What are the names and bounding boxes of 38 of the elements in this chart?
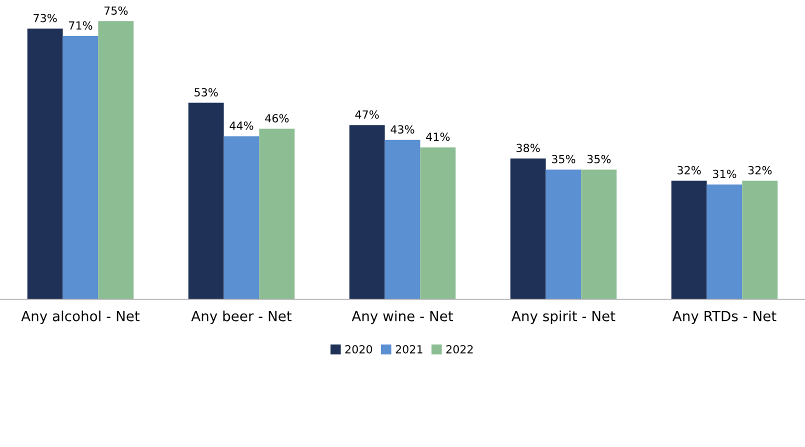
bar <box>510 158 546 300</box>
bar <box>706 184 742 300</box>
bar <box>224 136 260 300</box>
bar <box>349 125 385 300</box>
x-tick-label: Any wine - Net <box>352 310 454 324</box>
data-label: 43% <box>390 125 414 134</box>
bar <box>259 128 295 300</box>
x-tick-label: Any spirit - Net <box>512 310 616 324</box>
bar <box>188 102 224 300</box>
x-tick-label: Any alcohol - Net <box>21 310 140 324</box>
data-label: 32% <box>678 166 701 174</box>
data-label: 31% <box>713 170 736 178</box>
bar <box>62 36 98 300</box>
bar <box>671 180 707 300</box>
bar <box>420 147 456 300</box>
legend-label: 2022 <box>446 345 473 354</box>
data-label: 53% <box>194 88 218 96</box>
x-tick-label: Any beer - Net <box>191 310 292 324</box>
bar <box>384 140 420 300</box>
data-label: 71% <box>69 21 92 30</box>
bar <box>98 21 134 300</box>
data-label: 73% <box>34 14 57 22</box>
data-label: 35% <box>552 154 576 164</box>
bar <box>27 28 63 300</box>
x-tick-label: Any RTDs - Net <box>672 311 776 324</box>
bar <box>581 170 617 300</box>
data-label: 41% <box>426 132 450 142</box>
bar <box>546 170 582 300</box>
bar <box>742 180 778 300</box>
data-label: 38% <box>516 144 540 152</box>
legend-label: 2020 <box>345 345 372 354</box>
data-label: 47% <box>355 110 379 119</box>
data-label: 46% <box>265 114 289 122</box>
data-label: 44% <box>230 121 254 130</box>
data-label: 75% <box>104 6 128 15</box>
data-label: 32% <box>748 166 772 174</box>
data-label: 35% <box>587 154 611 164</box>
legend-label: 2021 <box>396 345 422 354</box>
